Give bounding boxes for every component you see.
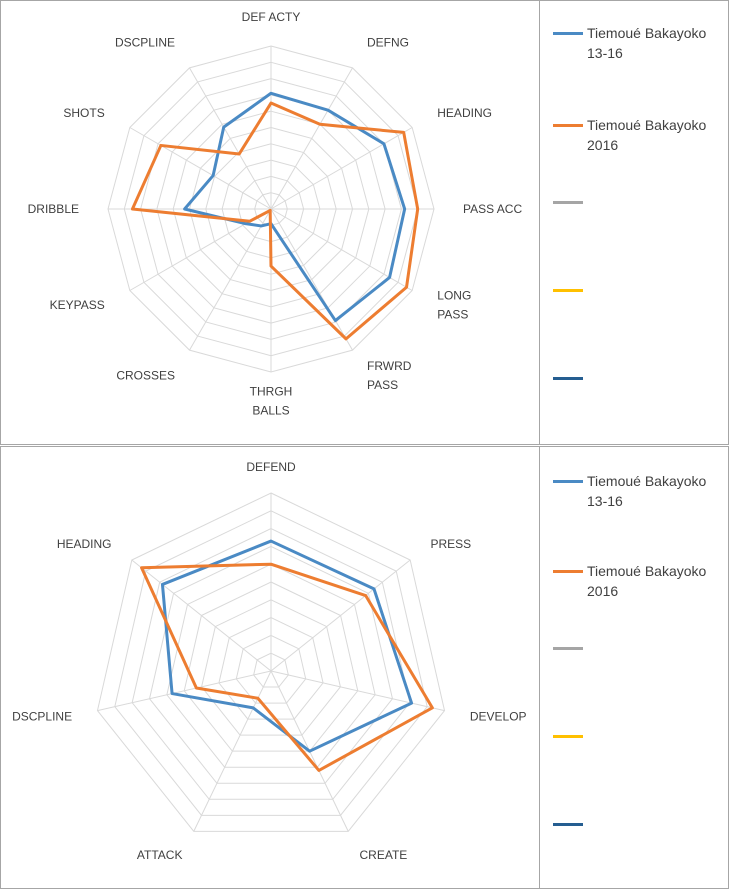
axis-label: LONG PASS (437, 289, 471, 322)
axis-label: PASS ACC (463, 202, 522, 216)
axis-label: SHOTS (63, 106, 104, 120)
legend-item: Tiemoué Bakayoko 2016 (553, 561, 729, 605)
axis-label: FRWRD PASS (367, 359, 412, 392)
axis-label: CROSSES (116, 368, 175, 382)
chart-panel-1: DEF ACTY DEFNG HEADING PASS ACC LONG PASS FRWR… (0, 0, 729, 445)
axis-label: DEFNG (367, 36, 409, 50)
legend-swatch (553, 480, 583, 483)
axis-label: HEADING (57, 537, 112, 551)
legend-item: Tiemoué Bakayoko 2016 (553, 115, 729, 159)
legend-item: Tiemoué Bakayoko 13-16 (553, 23, 729, 67)
legend-swatch (553, 377, 583, 380)
legend-item (553, 377, 729, 421)
grid-spoke (270, 127, 413, 210)
axis-label: DEFEND (246, 460, 296, 474)
series-line-2 (140, 562, 434, 772)
grid-spoke (129, 127, 272, 210)
legend-swatch (553, 735, 583, 738)
grid-ring (148, 545, 394, 784)
axis-label: KEYPASS (50, 298, 105, 312)
grid-ring (131, 528, 411, 800)
grid-spoke (270, 559, 411, 672)
chart-panel-2: DEFEND PRESS DEVELOP CREATE ATTACK DSCPLINE HE… (0, 446, 729, 889)
axis-label: DRIBBLE (28, 202, 79, 216)
series-line-1 (160, 539, 414, 753)
legend-item (553, 289, 729, 333)
grid-spoke (131, 559, 272, 672)
axis-label: CREATE (360, 848, 408, 862)
legend-swatch (553, 647, 583, 650)
legend-label: Tiemoué Bakayoko 13-16 (587, 473, 707, 509)
axis-label: DEVELOP (470, 709, 527, 723)
grid-ring (183, 581, 359, 752)
legend-item (553, 647, 729, 691)
legend-item (553, 201, 729, 245)
grid-ring (218, 617, 324, 720)
panel-divider (539, 1, 540, 444)
panel-divider (539, 447, 540, 888)
radar-chart-2: DEFEND PRESS DEVELOP CREATE ATTACK DSCPLINE HE… (12, 460, 527, 862)
legend-item (553, 823, 729, 867)
radar-chart-1: DEF ACTY DEFNG HEADING PASS ACC LONG PASS FRWR… (28, 10, 523, 418)
legend-swatch (553, 32, 583, 35)
series-line-2 (130, 101, 420, 341)
grid-ring (201, 599, 341, 736)
grid-ring (166, 563, 376, 768)
grid-ring (96, 492, 446, 832)
legend-item (553, 735, 729, 779)
legend-swatch (553, 823, 583, 826)
grid-spoke (189, 67, 272, 210)
grid-ring (235, 634, 307, 704)
grid-ring (114, 510, 428, 816)
axis-label: ATTACK (137, 848, 183, 862)
grid-spoke (270, 208, 353, 351)
axis-label: DSCPLINE (12, 709, 72, 723)
grid-ring (253, 652, 289, 688)
legend-swatch (553, 201, 583, 204)
legend-label: Tiemoué Bakayoko 13-16 (587, 25, 707, 61)
grid-spoke (270, 67, 353, 210)
axis-label: THRGH BALLS (250, 385, 293, 418)
axis-label: DEF ACTY (242, 10, 301, 24)
axis-label: PRESS (430, 537, 471, 551)
grid-spoke (270, 670, 445, 712)
legend-swatch (553, 124, 583, 127)
legend-swatch (553, 289, 583, 292)
legend-label: Tiemoué Bakayoko 2016 (587, 117, 707, 153)
grid-spoke (189, 208, 272, 351)
legend-label: Tiemoué Bakayoko 2016 (587, 563, 707, 599)
legend-swatch (553, 570, 583, 573)
grid-spoke (97, 670, 272, 712)
legend-item: Tiemoué Bakayoko 13-16 (553, 471, 729, 515)
axis-label: DSCPLINE (115, 36, 175, 50)
axis-label: HEADING (437, 106, 492, 120)
